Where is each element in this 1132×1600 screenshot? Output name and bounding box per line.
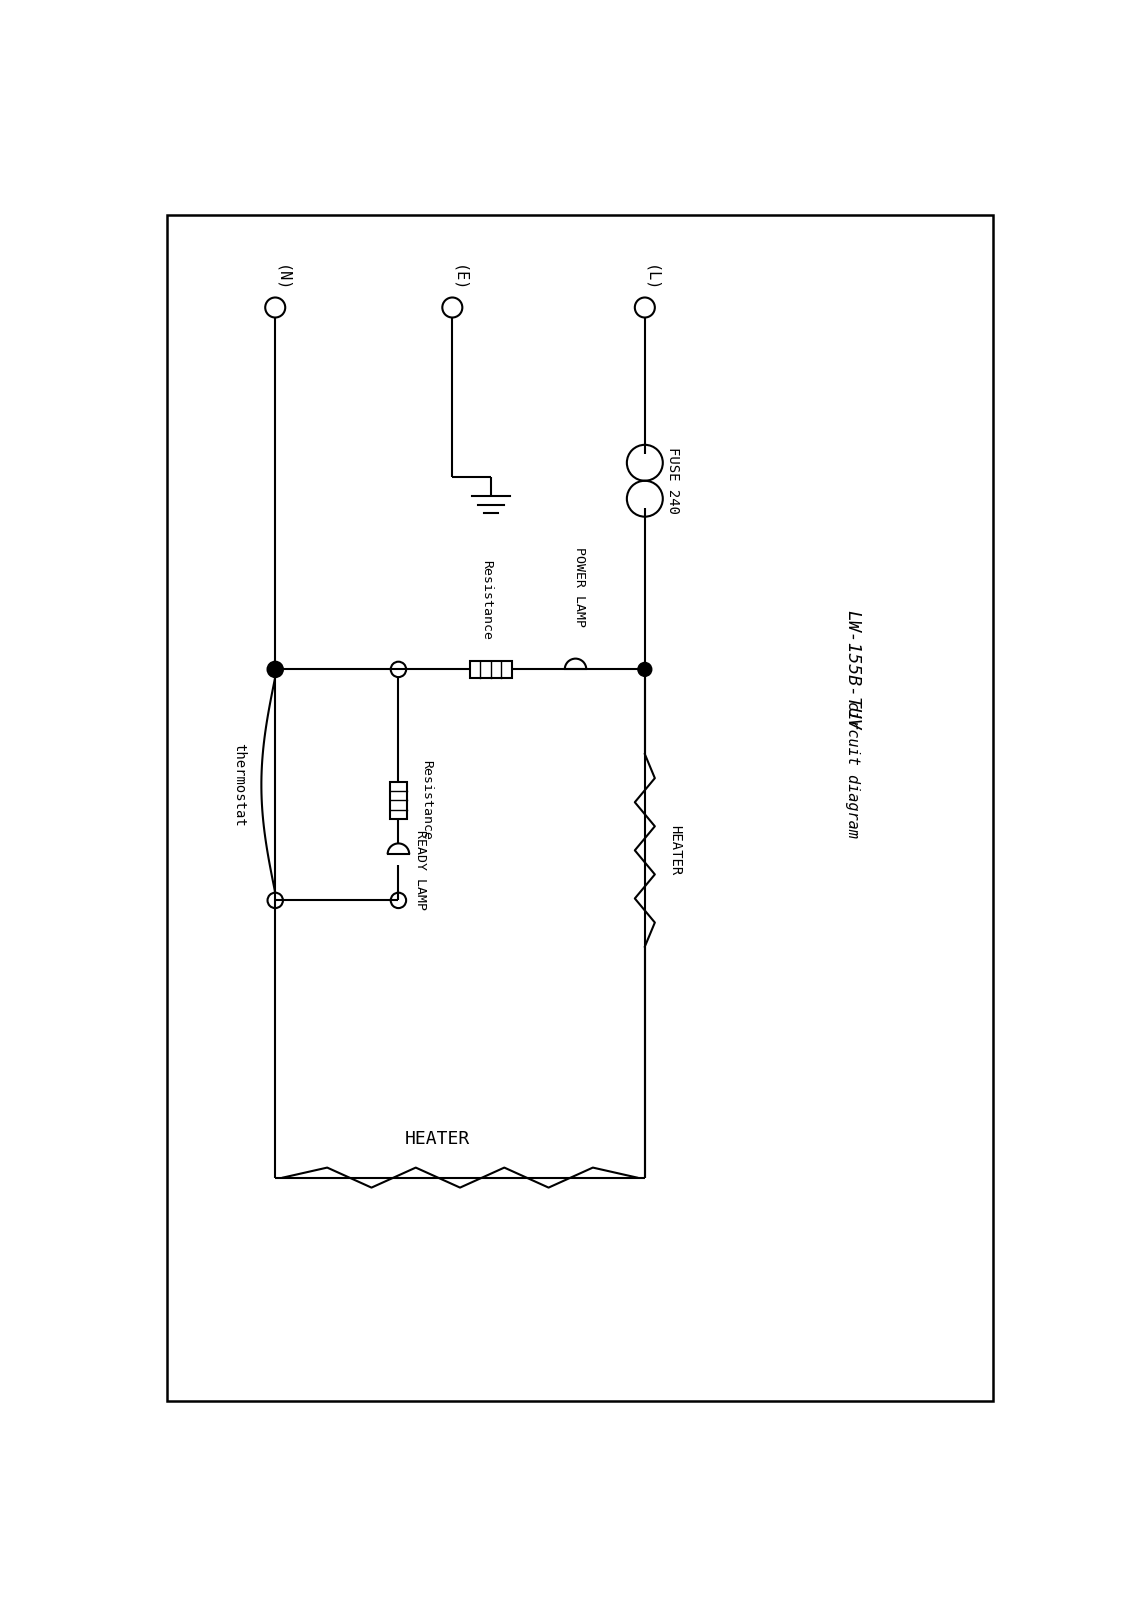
Text: (N): (N)	[274, 264, 289, 293]
Text: FUSE 240: FUSE 240	[667, 448, 680, 514]
Circle shape	[638, 662, 652, 677]
FancyBboxPatch shape	[168, 214, 993, 1402]
Bar	[470, 661, 512, 678]
Text: HEATER: HEATER	[404, 1130, 470, 1149]
Text: Resistance: Resistance	[480, 560, 494, 640]
Text: HEATER: HEATER	[668, 826, 681, 875]
Text: Resistance: Resistance	[420, 760, 432, 840]
Circle shape	[268, 662, 282, 677]
Text: thermostat: thermostat	[232, 742, 246, 827]
Bar	[389, 782, 406, 819]
Text: READY LAMP: READY LAMP	[414, 829, 427, 909]
Text: (L): (L)	[643, 264, 659, 293]
Text: circuit diagram: circuit diagram	[846, 701, 860, 838]
Text: LW-155B-TUV: LW-155B-TUV	[843, 610, 861, 730]
Text: (E): (E)	[451, 264, 466, 293]
Text: POWER LAMP: POWER LAMP	[573, 547, 586, 627]
